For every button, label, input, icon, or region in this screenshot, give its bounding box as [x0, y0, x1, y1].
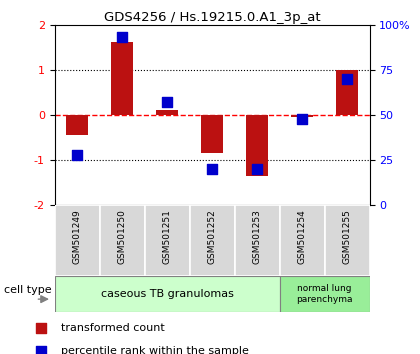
- Bar: [55, 205, 100, 276]
- Point: [37, 348, 44, 354]
- Bar: [189, 205, 235, 276]
- Text: cell type: cell type: [4, 285, 52, 295]
- Point: [74, 152, 81, 158]
- Text: GSM501255: GSM501255: [343, 209, 352, 264]
- Bar: [291, 115, 313, 117]
- Text: GSM501250: GSM501250: [118, 209, 126, 264]
- Bar: [156, 110, 178, 115]
- Point: [299, 116, 305, 121]
- Text: transformed count: transformed count: [61, 323, 165, 333]
- Bar: [280, 205, 325, 276]
- Bar: [55, 276, 280, 312]
- Bar: [201, 115, 223, 153]
- Bar: [325, 205, 370, 276]
- Title: GDS4256 / Hs.19215.0.A1_3p_at: GDS4256 / Hs.19215.0.A1_3p_at: [104, 11, 320, 24]
- Point: [37, 325, 44, 331]
- Text: caseous TB granulomas: caseous TB granulomas: [101, 289, 234, 299]
- Bar: [111, 42, 134, 115]
- Point: [119, 35, 126, 40]
- Text: normal lung
parenchyma: normal lung parenchyma: [297, 284, 353, 303]
- Text: GSM501254: GSM501254: [298, 209, 307, 264]
- Point: [254, 166, 260, 172]
- Text: GSM501249: GSM501249: [73, 209, 81, 264]
- Point: [209, 166, 215, 172]
- Text: percentile rank within the sample: percentile rank within the sample: [61, 346, 249, 354]
- Bar: [235, 205, 280, 276]
- Bar: [280, 276, 370, 312]
- Bar: [336, 70, 358, 115]
- Text: GSM501252: GSM501252: [207, 209, 217, 264]
- Bar: [246, 115, 268, 176]
- Bar: [66, 115, 88, 135]
- Text: GSM501251: GSM501251: [163, 209, 172, 264]
- Point: [344, 76, 350, 82]
- Bar: [144, 205, 189, 276]
- Text: GSM501253: GSM501253: [252, 209, 262, 264]
- Point: [164, 99, 171, 105]
- Bar: [100, 205, 144, 276]
